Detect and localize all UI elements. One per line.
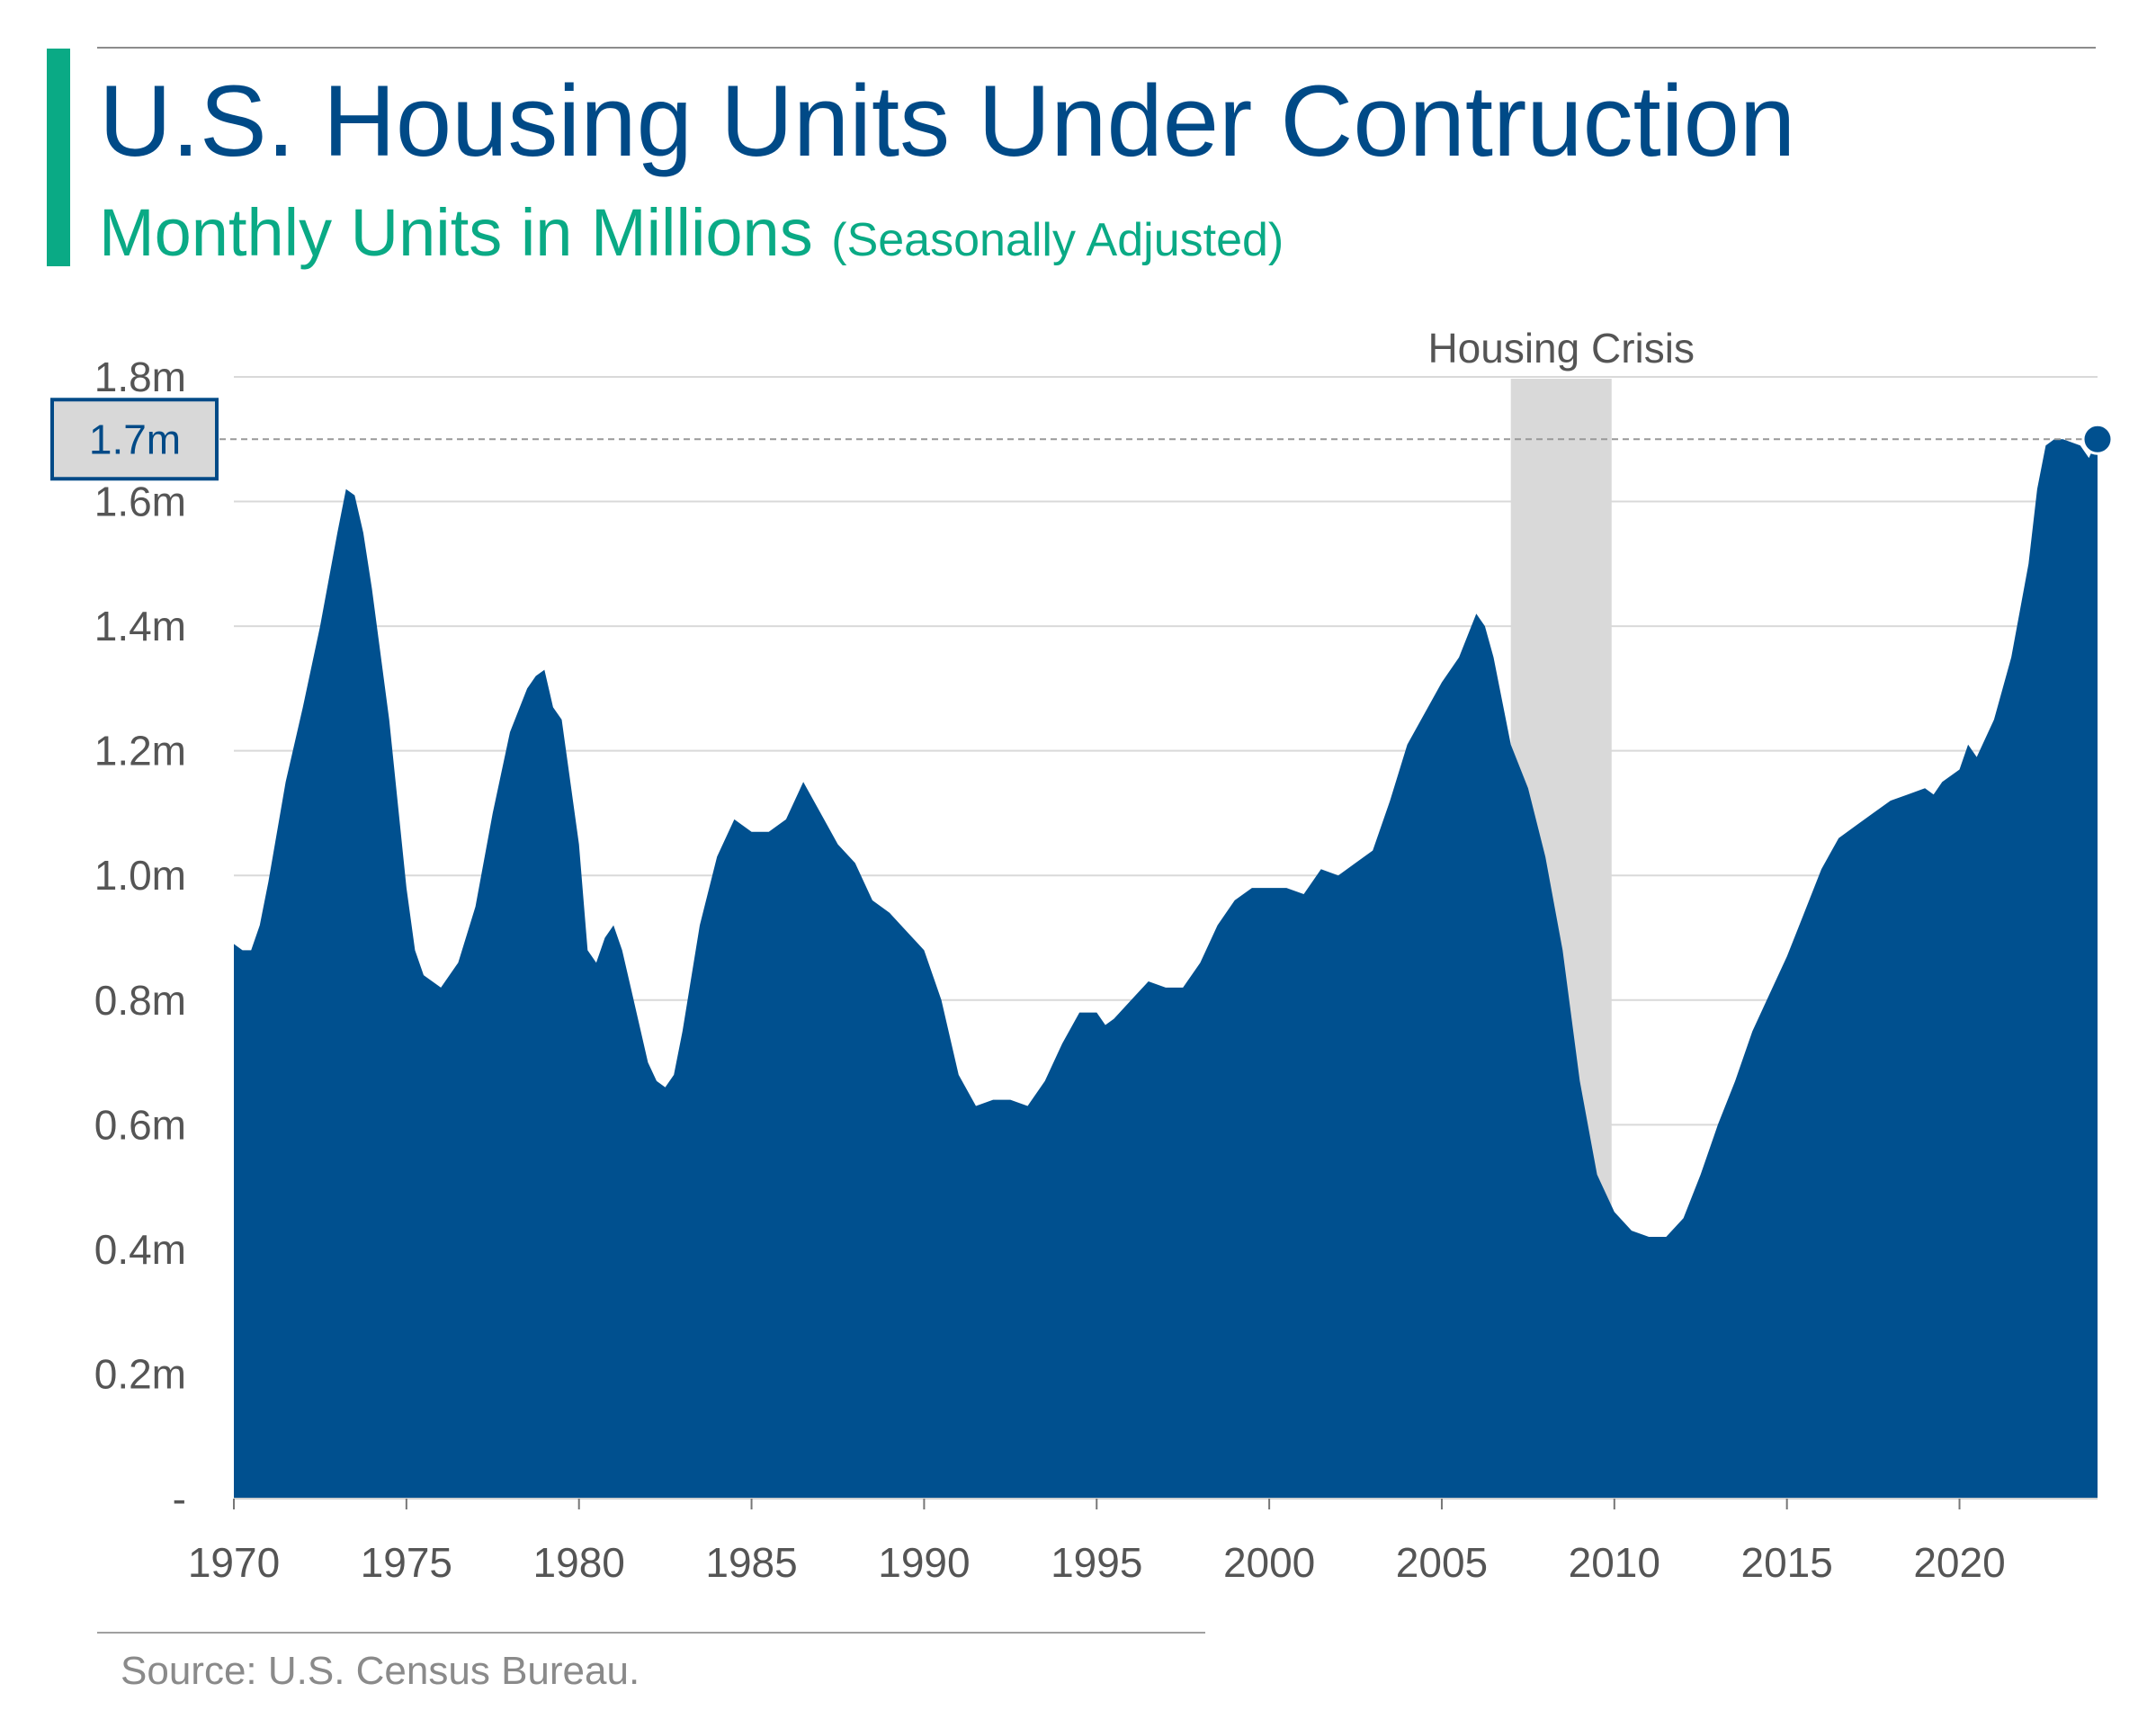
x-tick-label: 1975 xyxy=(361,1539,452,1586)
chart-subtitle: Monthly Units in Millions (Seasonally Ad… xyxy=(99,192,1284,281)
y-tick-label: 0.2m xyxy=(94,1350,186,1397)
series-layer xyxy=(234,439,2098,1499)
y-tick-label: 0.4m xyxy=(94,1226,186,1273)
highlight-value-box xyxy=(50,398,219,481)
y-tick-label: 0.6m xyxy=(94,1101,186,1148)
x-tick-label: 2005 xyxy=(1396,1539,1488,1586)
x-tick-label: 1985 xyxy=(705,1539,797,1586)
y-tick-label: 1.8m xyxy=(94,354,186,400)
axes: 1970 1975 1980 1985 1990 1995 2000 2005 2010 2015… xyxy=(94,354,2098,1586)
series-area xyxy=(234,439,2098,1499)
y-tick-label: - xyxy=(173,1475,186,1522)
x-tick-label: 2015 xyxy=(1740,1539,1832,1586)
x-tick-label: 1980 xyxy=(533,1539,625,1586)
x-tick-label: 2000 xyxy=(1223,1539,1315,1586)
subtitle-note: (Seasonally Adjusted) xyxy=(831,214,1284,266)
y-tick-label: 0.8m xyxy=(94,977,186,1024)
y-tick-label: 1.6m xyxy=(94,479,186,525)
highlight-layer: 1.7m xyxy=(50,398,2114,481)
source-note: Source: U.S. Census Bureau. xyxy=(121,1649,640,1693)
latest-point-marker xyxy=(2081,423,2114,455)
top-divider xyxy=(97,47,2096,49)
housing-crisis-label: Housing Crisis xyxy=(1427,325,1695,372)
y-tick-label: 1.2m xyxy=(94,728,186,774)
x-tick-label: 1970 xyxy=(188,1539,280,1586)
x-tick-label: 1990 xyxy=(878,1539,970,1586)
subtitle-main: Monthly Units in Millions xyxy=(99,195,813,270)
highlight-value-label: 1.7m xyxy=(89,416,181,462)
y-tick-label: 1.0m xyxy=(94,852,186,899)
source-divider xyxy=(97,1632,1205,1634)
x-tick-label: 1995 xyxy=(1051,1539,1142,1586)
chart-title: U.S. Housing Units Under Contruction xyxy=(99,65,1796,177)
x-tick-label: 2020 xyxy=(1913,1539,2005,1586)
title-accent-bar xyxy=(47,49,70,266)
x-tick-label: 2010 xyxy=(1569,1539,1660,1586)
y-tick-label: 1.4m xyxy=(94,603,186,649)
